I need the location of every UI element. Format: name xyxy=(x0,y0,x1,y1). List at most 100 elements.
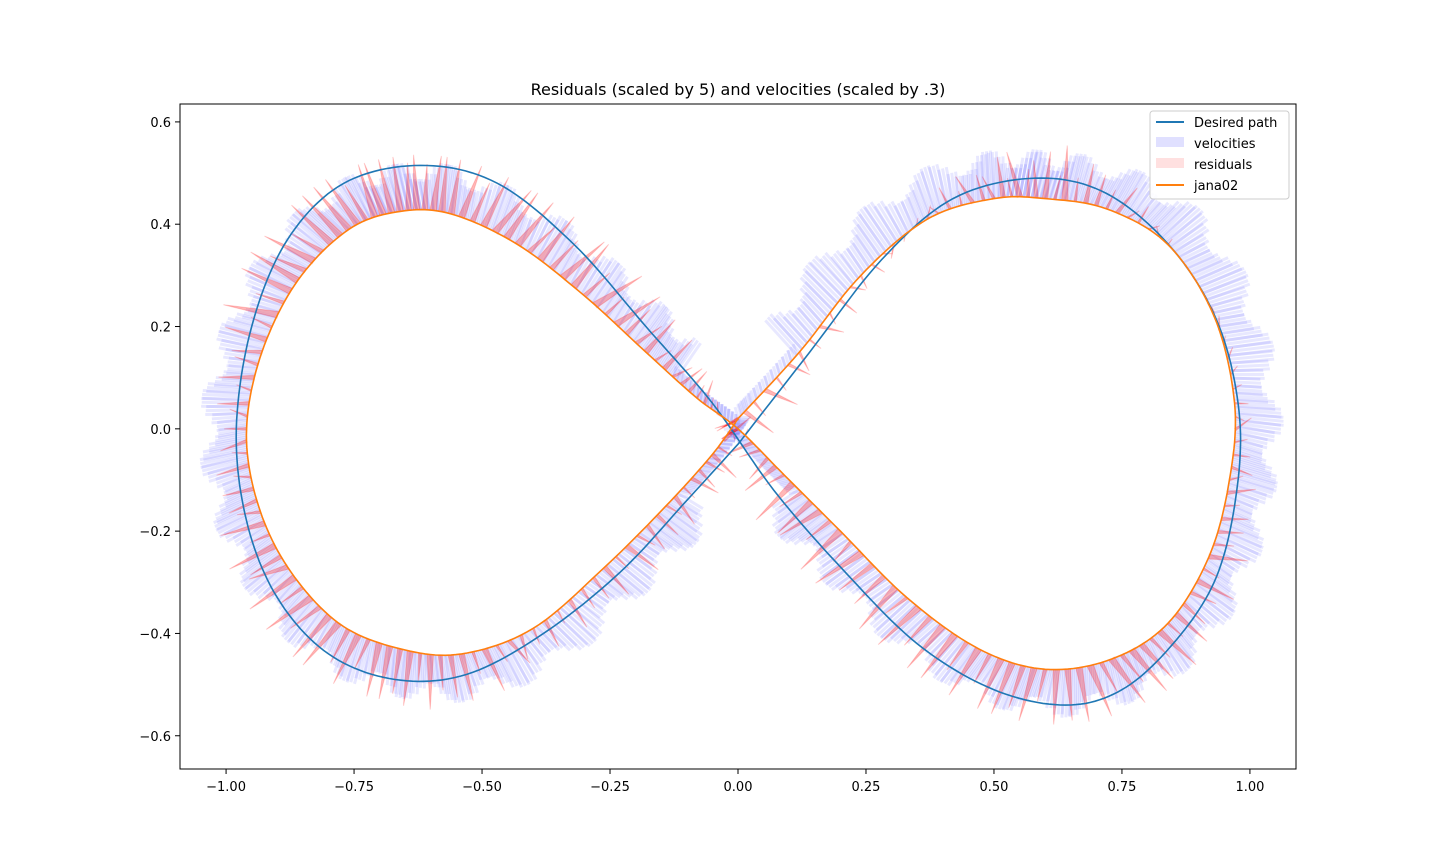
velocity-arrow xyxy=(315,616,333,645)
velocity-arrow xyxy=(915,180,933,218)
velocity-arrow xyxy=(726,408,731,421)
velocity-arrow xyxy=(596,270,623,308)
velocity-arrow xyxy=(218,346,261,358)
velocity-arrow xyxy=(625,544,656,567)
velocity-arrow xyxy=(449,170,459,215)
velocity-arrow xyxy=(502,195,521,238)
velocity-arrow xyxy=(1211,546,1248,569)
velocity-arrow xyxy=(508,204,525,241)
velocity-arrow xyxy=(1067,155,1081,202)
velocity-arrow xyxy=(535,625,558,649)
velocity-arrow xyxy=(1231,376,1261,381)
velocity-arrow xyxy=(1186,597,1218,626)
velocity-arrow xyxy=(674,342,702,381)
velocity-arrow xyxy=(1098,662,1103,692)
velocity-arrow xyxy=(1060,669,1066,718)
velocity-arrow xyxy=(712,452,725,458)
velocity-arrow xyxy=(1196,579,1237,610)
velocity-arrow xyxy=(658,339,676,366)
velocity-arrow xyxy=(923,627,948,649)
velocity-arrow xyxy=(1114,171,1139,214)
velocity-arrow xyxy=(619,301,640,330)
velocity-arrow xyxy=(479,649,497,681)
velocity-arrow xyxy=(1235,415,1284,423)
velocity-arrow xyxy=(211,418,248,425)
velocity-arrow xyxy=(1209,553,1239,574)
velocity-arrow xyxy=(211,414,248,421)
velocity-arrow xyxy=(542,220,569,264)
velocity-arrow xyxy=(1174,228,1210,254)
velocity-arrow xyxy=(199,447,248,462)
velocity-arrow xyxy=(764,464,777,471)
velocity-arrow xyxy=(1202,567,1233,590)
velocity-arrow xyxy=(988,661,1010,704)
velocity-arrow xyxy=(595,573,629,601)
velocity-arrow xyxy=(353,638,369,685)
velocity-arrow xyxy=(1231,459,1272,474)
velocity-arrow xyxy=(333,187,360,225)
velocity-arrow xyxy=(1039,669,1051,698)
velocity-arrow xyxy=(684,377,690,390)
velocity-arrow xyxy=(218,423,247,432)
velocity-arrow xyxy=(340,633,359,677)
velocity-arrow xyxy=(705,461,718,467)
velocity-arrow xyxy=(358,175,380,217)
velocity-arrow xyxy=(994,662,1016,709)
velocity-arrow xyxy=(796,306,819,331)
velocity-arrow xyxy=(243,544,276,570)
velocity-arrow xyxy=(696,471,709,477)
velocity-arrow xyxy=(419,653,425,684)
velocity-arrow xyxy=(225,347,262,357)
velocity-arrow xyxy=(1219,323,1253,332)
velocity-arrow xyxy=(671,339,699,378)
velocity-arrow xyxy=(1147,203,1173,231)
velocity-arrow xyxy=(381,644,388,678)
velocity-arrow xyxy=(802,273,836,308)
velocity-arrow xyxy=(378,183,393,214)
velocity-arrow xyxy=(350,178,373,219)
velocity-arrow xyxy=(505,640,531,686)
velocity-arrow xyxy=(246,269,292,293)
velocity-arrow xyxy=(219,326,267,342)
velocity-arrow xyxy=(1115,170,1143,214)
velocity-arrow xyxy=(1232,384,1262,389)
velocity-arrow xyxy=(741,398,748,411)
velocity-arrow xyxy=(384,645,390,675)
velocity-arrow xyxy=(780,356,787,369)
velocity-arrow xyxy=(247,309,277,320)
velocity-arrow xyxy=(1195,262,1234,283)
velocity-arrow xyxy=(1124,652,1141,699)
velocity-arrow xyxy=(981,657,1001,683)
velocity-arrow xyxy=(1045,669,1054,709)
velocity-arrow xyxy=(370,642,380,678)
velocity-arrow xyxy=(665,504,701,531)
velocity-arrow xyxy=(265,571,293,598)
velocity-arrow xyxy=(586,260,613,300)
velocity-arrow xyxy=(774,491,803,512)
velocity-arrow xyxy=(1176,236,1207,256)
velocity-arrow xyxy=(670,343,694,377)
velocity-arrow xyxy=(223,479,253,495)
velocity-arrow xyxy=(797,516,829,540)
velocity-arrow xyxy=(779,507,819,539)
velocity-arrow xyxy=(698,388,704,401)
velocity-arrow xyxy=(804,270,839,305)
velocity-arrow xyxy=(532,627,555,651)
velocity-arrow xyxy=(523,632,547,662)
velocity-arrow xyxy=(1043,170,1056,200)
velocity-arrow xyxy=(1060,669,1068,715)
velocity-arrow xyxy=(361,181,381,217)
velocity-arrow xyxy=(834,560,871,588)
velocity-arrow xyxy=(1176,611,1198,635)
velocity-arrow xyxy=(529,628,552,654)
velocity-arrow xyxy=(386,176,402,212)
velocity-arrow xyxy=(691,476,704,483)
velocity-arrow xyxy=(249,302,280,314)
velocity-arrow xyxy=(200,455,249,470)
velocity-arrow xyxy=(580,587,607,607)
velocity-arrow xyxy=(575,261,593,291)
y-tick-label: −0.6 xyxy=(139,730,171,745)
y-tick-label: 0.2 xyxy=(150,321,171,336)
velocity-arrow xyxy=(223,512,262,536)
velocity-arrow xyxy=(1018,151,1030,197)
